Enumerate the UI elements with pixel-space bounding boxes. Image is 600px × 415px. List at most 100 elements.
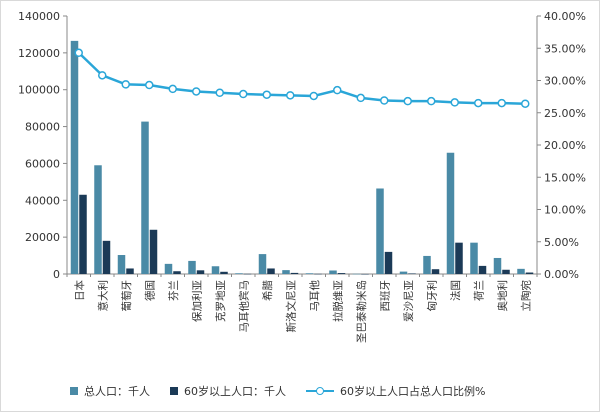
ratio-point bbox=[192, 87, 201, 96]
bar-aged-population bbox=[173, 271, 181, 274]
ratio-point bbox=[145, 80, 154, 90]
ratio-point bbox=[98, 71, 107, 80]
x-tick-label: 法国 bbox=[449, 280, 462, 301]
y-left-tick-label: 20000 bbox=[25, 231, 60, 244]
y-right-tick-label: 20.00% bbox=[544, 139, 586, 152]
x-tick-label: 克罗地亚 bbox=[214, 280, 227, 322]
ratio-point bbox=[356, 93, 365, 103]
y-right-tick-label: 40.00% bbox=[544, 10, 586, 23]
x-tick-label: 拉脱维亚 bbox=[331, 280, 344, 322]
bar-total-population bbox=[117, 255, 126, 274]
bar-aged-population bbox=[337, 273, 346, 274]
x-tick-label: 斯洛文尼亚 bbox=[284, 280, 297, 333]
bar-aged-population bbox=[196, 270, 205, 274]
bar-aged-population bbox=[431, 269, 440, 274]
x-tick-label: 保加利亚 bbox=[190, 280, 203, 322]
bar-total-population bbox=[164, 263, 173, 274]
bar-total-population bbox=[235, 273, 243, 274]
bar-total-population bbox=[141, 121, 149, 275]
bar-total-population bbox=[446, 152, 455, 274]
bar-total-population bbox=[211, 266, 220, 274]
legend-item-aged: 60岁以上人口：千人 bbox=[170, 383, 286, 399]
ratio-point bbox=[309, 91, 318, 101]
x-tick-label: 芬兰 bbox=[167, 280, 180, 301]
bar-aged-population bbox=[455, 242, 463, 274]
bar-aged-population bbox=[126, 268, 134, 274]
x-tick-label: 马耳他宾马 bbox=[237, 280, 250, 333]
bar-aged-population bbox=[384, 251, 393, 274]
series-aged-ratio bbox=[74, 48, 530, 108]
bar-total-population bbox=[94, 165, 102, 274]
ratio-point bbox=[168, 84, 177, 94]
bar-total-population bbox=[188, 260, 196, 274]
y-right-tick-label: 35.00% bbox=[544, 42, 586, 55]
x-tick-label: 马耳他 bbox=[308, 280, 321, 312]
bar-total-population bbox=[305, 273, 314, 274]
ratio-point bbox=[450, 98, 459, 107]
series-total-population bbox=[70, 40, 525, 275]
ratio-point bbox=[403, 96, 412, 106]
y-right-tick-label: 10.00% bbox=[544, 204, 586, 217]
x-tick-label: 圣巴泰勒米岛 bbox=[355, 280, 368, 343]
ratio-point bbox=[262, 90, 271, 99]
axes bbox=[63, 15, 541, 277]
y-left-tick-label: 140000 bbox=[18, 10, 60, 23]
bar-total-population bbox=[493, 257, 502, 274]
bar-aged-population bbox=[267, 268, 275, 274]
bar-aged-population bbox=[243, 273, 252, 275]
ratio-point bbox=[286, 91, 295, 100]
legend: 总人口：千人 60岁以上人口：千人 60岁以上人口占总人口比例% bbox=[70, 382, 505, 400]
bar-total-population bbox=[70, 40, 79, 274]
bar-total-population bbox=[470, 242, 478, 274]
bar-aged-population bbox=[102, 240, 111, 274]
y-left-tick-label: 40000 bbox=[25, 194, 60, 207]
bar-total-population bbox=[517, 268, 525, 274]
legend-label-aged: 60岁以上人口：千人 bbox=[184, 385, 286, 398]
y-left-tick-label: 60000 bbox=[25, 157, 60, 170]
x-tick-label: 日本 bbox=[73, 280, 86, 301]
legend-label-total: 总人口：千人 bbox=[84, 385, 150, 398]
ratio-point bbox=[215, 88, 224, 98]
bar-total-population bbox=[376, 188, 384, 274]
ratio-point bbox=[380, 96, 389, 105]
y-right-tick-label: 25.00% bbox=[544, 107, 586, 120]
bar-aged-population bbox=[290, 272, 299, 274]
x-tick-label: 西班牙 bbox=[379, 280, 391, 312]
y-left-tick-label: 100000 bbox=[18, 84, 60, 97]
bar-total-population bbox=[329, 270, 337, 274]
ratio-line-path bbox=[77, 51, 526, 105]
bar-total-population bbox=[399, 271, 408, 274]
x-tick-label: 匈牙利 bbox=[425, 280, 438, 312]
ratio-point bbox=[427, 96, 436, 106]
legend-swatch-ratio bbox=[306, 386, 334, 396]
legend-swatch-total bbox=[70, 387, 78, 395]
y-right-tick-label: 0.00% bbox=[544, 268, 579, 281]
legend-label-ratio: 60岁以上人口占总人口比例% bbox=[340, 385, 486, 398]
y-left-tick-label: 80000 bbox=[25, 121, 60, 134]
ratio-point bbox=[497, 98, 506, 108]
bar-aged-population bbox=[361, 273, 369, 275]
legend-swatch-aged bbox=[170, 387, 178, 395]
ratio-point bbox=[239, 89, 248, 99]
bar-aged-population bbox=[408, 273, 416, 274]
bar-aged-population bbox=[478, 265, 487, 274]
ratio-point bbox=[74, 48, 83, 58]
x-tick-label: 葡萄牙 bbox=[120, 280, 133, 312]
y-left-tick-label: 0 bbox=[53, 268, 60, 281]
bar-aged-population bbox=[220, 271, 228, 274]
x-tick-label: 爱沙尼亚 bbox=[402, 280, 415, 322]
series-aged-population bbox=[79, 194, 534, 275]
y-left-tick-label: 120000 bbox=[18, 47, 60, 60]
bar-total-population bbox=[352, 273, 361, 275]
x-tick-label: 奥地利 bbox=[496, 280, 509, 312]
x-tick-label: 立陶宛 bbox=[519, 280, 532, 312]
bar-aged-population bbox=[525, 272, 534, 274]
bar-aged-population bbox=[314, 273, 322, 275]
bar-aged-population bbox=[149, 229, 158, 274]
ratio-point bbox=[521, 99, 530, 108]
y-right-tick-label: 5.00% bbox=[544, 236, 579, 249]
bar-aged-population bbox=[79, 194, 87, 274]
ratio-point bbox=[121, 80, 130, 89]
